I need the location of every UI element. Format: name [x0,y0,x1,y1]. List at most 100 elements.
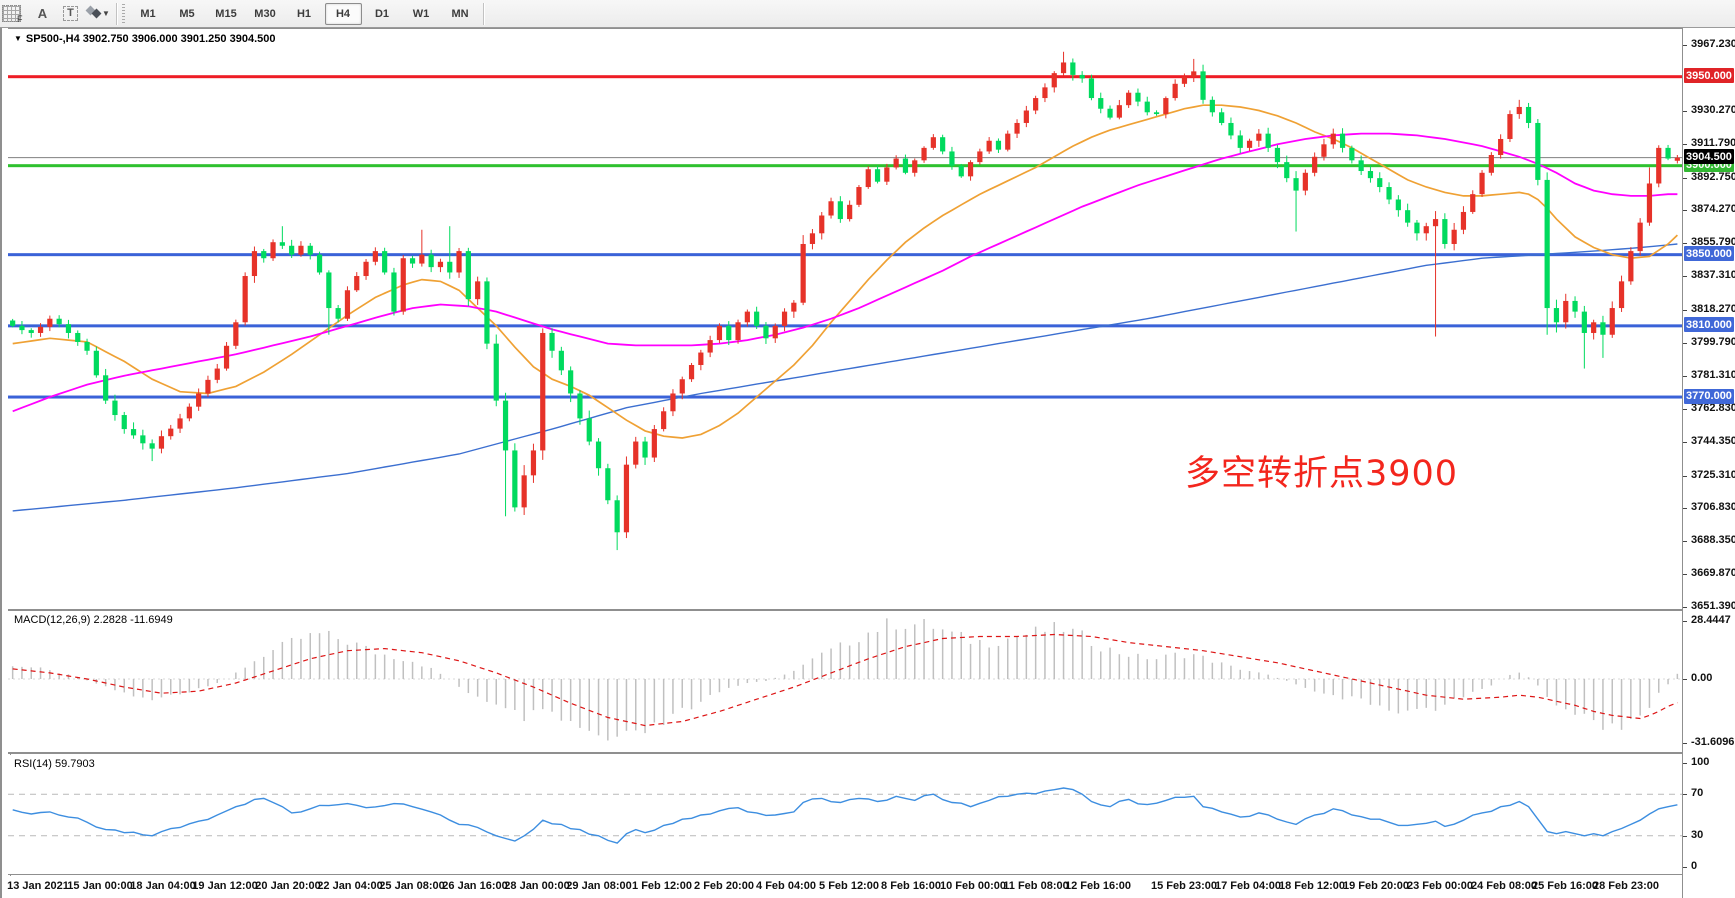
price-axis-label: 3762.830 [1691,401,1735,414]
time-axis-label: 1 Feb 12:00 [632,880,692,892]
macd-axis-label: 0.00 [1691,672,1713,684]
price-axis-label: 3818.270 [1691,303,1735,316]
price-axis-label: 3892.750 [1691,170,1735,183]
time-axis-label: 22 Jan 04:00 [317,880,383,892]
price-chart-canvas [8,51,1682,551]
rsi-axis-label: 0 [1691,860,1698,872]
level-badge-3810: 3810.000 [1684,317,1734,333]
time-axis-label: 12 Feb 16:00 [1064,880,1132,892]
axis-tick [1683,867,1687,868]
timeframe-button-H1[interactable]: H1 [296,7,312,20]
time-axis-label: 17 Feb 04:00 [1214,880,1282,892]
time-axis-label: 19 Jan 12:00 [192,880,258,892]
timeframe-button-D1[interactable]: D1 [374,7,390,20]
time-axis-label: 15 Jan 00:00 [67,880,133,892]
grid-icon [2,5,21,22]
price-axis-label: 3874.270 [1691,203,1735,216]
timeframe-button-M5[interactable]: M5 [179,7,195,20]
price-axis[interactable]: 3967.230 3930.270 3911.790 3892.750 3874.270… [1682,28,1735,898]
current-price-badge: 3904.500 [1684,149,1734,165]
axis-tick [1683,742,1687,744]
axis-tick [1683,763,1687,764]
level-badge-3850: 3850.000 [1684,246,1734,262]
rsi-chart-canvas [8,787,1682,844]
text-tool-button[interactable]: T [58,2,84,25]
timeframe-button-M30[interactable]: M30 [254,7,276,20]
time-axis-label: 10 Feb 00:00 [939,880,1007,892]
price-axis-label: 3799.790 [1691,336,1735,349]
chart-annotation: 多空转折点3900 [1185,454,1459,494]
level-badge-3770: 3770.000 [1684,388,1734,404]
rsi-axis-label: 70 [1691,787,1704,800]
time-axis-label: 19 Feb 20:00 [1342,880,1410,892]
axis-tick [1683,835,1687,837]
timeframe-button-MN[interactable]: MN [451,7,469,20]
toolbar-separator-2 [482,2,484,25]
time-axis-label: 24 Feb 08:00 [1470,880,1538,892]
chevron-down-icon: ▼ [102,9,110,18]
price-axis-label: 3744.350 [1691,434,1735,447]
timeframe-button-M1[interactable]: M1 [140,7,156,20]
time-axis-label: 18 Feb 12:00 [1278,880,1346,892]
time-axis[interactable]: 13 Jan 2021 15 Jan 00:00 18 Jan 04:00 19 Ja… [7,876,1682,898]
time-axis-label: 23 Feb 00:00 [1406,880,1474,892]
price-axis-label: 3781.310 [1691,368,1735,381]
level-line-3810 [8,324,1682,328]
rsi-label: RSI(14) 59.7903 [14,758,95,770]
price-pane[interactable]: ▼ SP500-,H4 3902.750 3906.000 3901.250 39… [8,28,1682,611]
time-axis-label: 26 Jan 16:00 [442,880,508,892]
price-axis-label: 3688.350 [1691,534,1735,547]
timeframe-button-W1[interactable]: W1 [412,7,430,20]
text-t-icon: T [63,6,78,21]
time-axis-label: 20 Jan 20:00 [255,880,321,892]
toolbar-drag-handle[interactable] [121,3,127,24]
label-tool-button[interactable]: A [30,2,56,25]
timeframe-button-H4[interactable]: H4 [324,2,362,25]
time-axis-label: 28 Jan 00:00 [504,880,570,892]
grid-f-label: F [17,13,23,24]
timeframe-button-M15[interactable]: M15 [215,7,237,20]
collapse-triangle-icon: ▼ [14,34,22,43]
axis-tick [1683,574,1687,576]
macd-pane[interactable]: MACD(12,26,9) 2.2828 -11.6949 [8,611,1682,754]
time-axis-label: 13 Jan 2021 [7,880,69,892]
time-axis-label: 18 Jan 04:00 [130,880,196,892]
price-axis-label: 3725.310 [1691,468,1735,481]
symbol-ohlc-line: ▼ SP500-,H4 3902.750 3906.000 3901.250 39… [14,33,276,45]
time-axis-label: 28 Feb 23:00 [1592,880,1660,892]
macd-label: MACD(12,26,9) 2.2828 -11.6949 [14,614,173,626]
axis-tick [1683,541,1687,543]
objects-dropdown-button[interactable]: ▼ [85,2,112,25]
time-axis-label: 4 Feb 04:00 [756,880,816,892]
price-axis-label: 3651.390 [1691,600,1735,613]
time-axis-label: 25 Feb 16:00 [1531,880,1599,892]
template-button[interactable]: F [1,2,28,25]
axis-tick [1683,45,1687,47]
time-axis-label: 8 Feb 16:00 [881,880,941,892]
level-badge-3950: 3950.000 [1684,68,1734,84]
axis-tick [1683,343,1687,345]
level-line-3850 [8,253,1682,257]
price-axis-label: 3930.270 [1691,103,1735,116]
price-axis-label: 3669.870 [1691,567,1735,580]
price-axis-label: 3706.830 [1691,501,1735,514]
rsi-pane[interactable]: RSI(14) 59.7903 [8,755,1682,875]
toolbar-separator [115,2,117,25]
rsi-axis-label: 30 [1691,828,1704,841]
label-a-icon: A [37,6,48,21]
time-axis-label: 29 Jan 08:00 [566,880,632,892]
axis-tick [1683,143,1687,145]
macd-axis-label: -31.6096 [1691,735,1735,748]
axis-tick [1683,243,1687,245]
price-axis-label: 3837.310 [1691,269,1735,282]
time-axis-label: 15 Feb 23:00 [1150,880,1218,892]
macd-axis-label: 28.4447 [1691,614,1731,627]
axis-tick [1683,408,1687,410]
timeframe-group: M1 M5 M15 M30 H1 H4 D1 W1 MN [129,2,480,25]
axis-tick [1683,475,1687,477]
axis-tick [1683,110,1687,112]
macd-chart-canvas [8,618,1682,741]
ma_mid-line [12,132,1678,413]
axis-tick [1683,607,1687,609]
